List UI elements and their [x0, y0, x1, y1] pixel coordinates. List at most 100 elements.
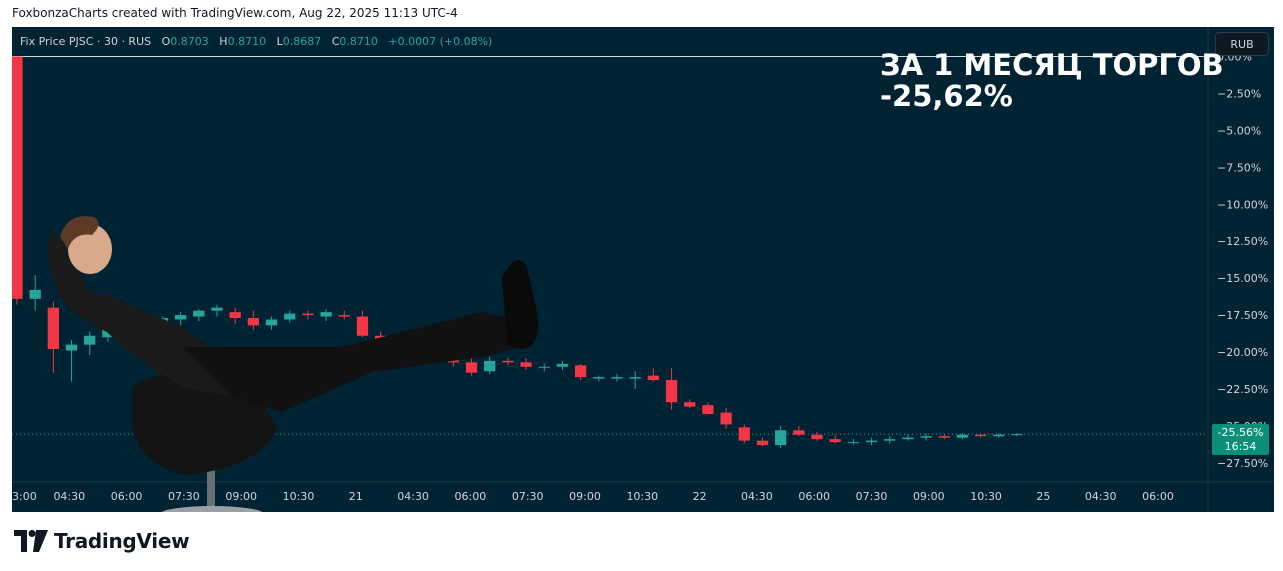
x-tick-label: 10:30 — [283, 490, 315, 503]
candle-body — [902, 437, 914, 440]
candle — [265, 316, 278, 330]
candle — [465, 357, 478, 376]
candle — [611, 374, 623, 382]
candle-body — [865, 440, 878, 443]
x-axis: 3:00 04:30 06:00 07:30 09:00 10:30 21 04:30 06:0… — [12, 490, 1174, 503]
candle — [356, 310, 369, 338]
candle — [775, 425, 787, 449]
x-tick-label: 09:00 — [225, 490, 257, 503]
man-hair — [60, 216, 99, 249]
candle-body — [720, 412, 732, 425]
candle — [12, 56, 23, 305]
chart-legend: Fix Price PJSC · 30 · RUS O0.8703 H0.871… — [20, 35, 492, 48]
candle-body — [229, 312, 241, 319]
candle — [84, 331, 96, 355]
candle — [829, 434, 841, 444]
candle — [484, 356, 496, 375]
y-tick-label: −7.50% — [1217, 161, 1261, 174]
candle — [593, 375, 605, 382]
y-tick-label: −2.50% — [1217, 87, 1261, 100]
tradingview-logo[interactable]: TradingView — [14, 529, 190, 553]
x-tick-label: 07:30 — [168, 490, 200, 503]
candle-body — [284, 313, 296, 320]
legend-close-value: 0.8710 — [339, 35, 378, 48]
candle-body — [647, 375, 659, 381]
candle-body — [484, 360, 496, 372]
headline-line-2: -25,62% — [880, 79, 1013, 113]
y-tick-label: −12.50% — [1217, 235, 1268, 248]
candle-body — [611, 377, 623, 379]
candle-body — [920, 436, 932, 438]
x-tick-label: 10:30 — [626, 490, 658, 503]
candle-body — [975, 434, 987, 437]
candle — [193, 309, 205, 321]
candle-body — [556, 363, 569, 367]
price-chart[interactable]: 0.00%−2.50%−5.00%−7.50%−10.00%−12.50%−15… — [12, 27, 1274, 512]
x-tick-label: 06:00 — [455, 490, 487, 503]
legend-low-label: L — [276, 35, 283, 48]
candle — [47, 301, 59, 373]
candle — [175, 312, 187, 326]
candle-body — [956, 434, 969, 438]
candle — [320, 309, 332, 321]
candle-body — [520, 362, 532, 367]
candle-body — [738, 427, 750, 441]
candle-body — [629, 377, 641, 379]
candle — [720, 408, 732, 429]
candle-body — [684, 402, 696, 407]
candle — [975, 433, 987, 438]
candle — [247, 310, 259, 330]
y-tick-label: −20.00% — [1217, 346, 1268, 359]
candle — [520, 357, 532, 370]
candle — [884, 436, 896, 444]
candle — [1011, 433, 1023, 437]
candle-body — [193, 310, 205, 317]
candle — [738, 424, 750, 444]
candle — [575, 363, 587, 381]
candle — [302, 310, 314, 320]
candle-body — [302, 313, 314, 316]
x-tick-label: 25 — [1036, 490, 1050, 503]
candle — [284, 310, 296, 323]
candle-body — [29, 289, 41, 299]
tradingview-logo-icon — [14, 530, 48, 552]
candle-body — [847, 442, 859, 444]
candle-body — [47, 307, 59, 350]
currency-button[interactable]: RUB — [1215, 32, 1269, 56]
headline-overlay: ЗА 1 МЕСЯЦ ТОРГОВ -25,62% — [880, 50, 1224, 112]
x-tick-label: 22 — [693, 490, 707, 503]
candle-body — [829, 439, 841, 443]
candle-body — [247, 318, 259, 326]
x-tick-label: 06:00 — [111, 490, 143, 503]
y-tick-label: −17.50% — [1217, 309, 1268, 322]
legend-open-label: O — [161, 35, 171, 48]
x-tick-label: 09:00 — [569, 490, 601, 503]
candle — [556, 360, 569, 370]
last-price-value: -25.56% — [1217, 426, 1264, 439]
candle — [338, 310, 350, 320]
candle — [665, 368, 678, 410]
attribution-text: FoxbonzaCharts created with TradingView.… — [12, 6, 458, 20]
candle-body — [756, 440, 769, 446]
x-tick-label: 06:00 — [1142, 490, 1174, 503]
chair-post — [207, 467, 215, 507]
x-tick-label: 07:30 — [856, 490, 888, 503]
candle — [847, 439, 859, 446]
candle-body — [211, 307, 223, 311]
legend-symbol: Fix Price PJSC · 30 · RUS — [20, 35, 152, 48]
candle-body — [938, 436, 950, 438]
man-arm — [47, 232, 92, 297]
candle-body — [12, 56, 23, 299]
y-tick-label: −15.00% — [1217, 272, 1268, 285]
candle-body — [811, 434, 823, 440]
candle-body — [465, 362, 478, 373]
reference-layer — [12, 27, 1274, 512]
y-axis: 0.00%−2.50%−5.00%−7.50%−10.00%−12.50%−15… — [1217, 51, 1268, 470]
legend-change: +0.0007 (+0.08%) — [388, 35, 493, 48]
candle-body — [665, 380, 678, 403]
candle-body — [993, 434, 1005, 437]
candle — [865, 437, 878, 446]
candle-body — [65, 344, 78, 351]
x-tick-label: 04:30 — [1085, 490, 1117, 503]
candle — [684, 399, 696, 409]
